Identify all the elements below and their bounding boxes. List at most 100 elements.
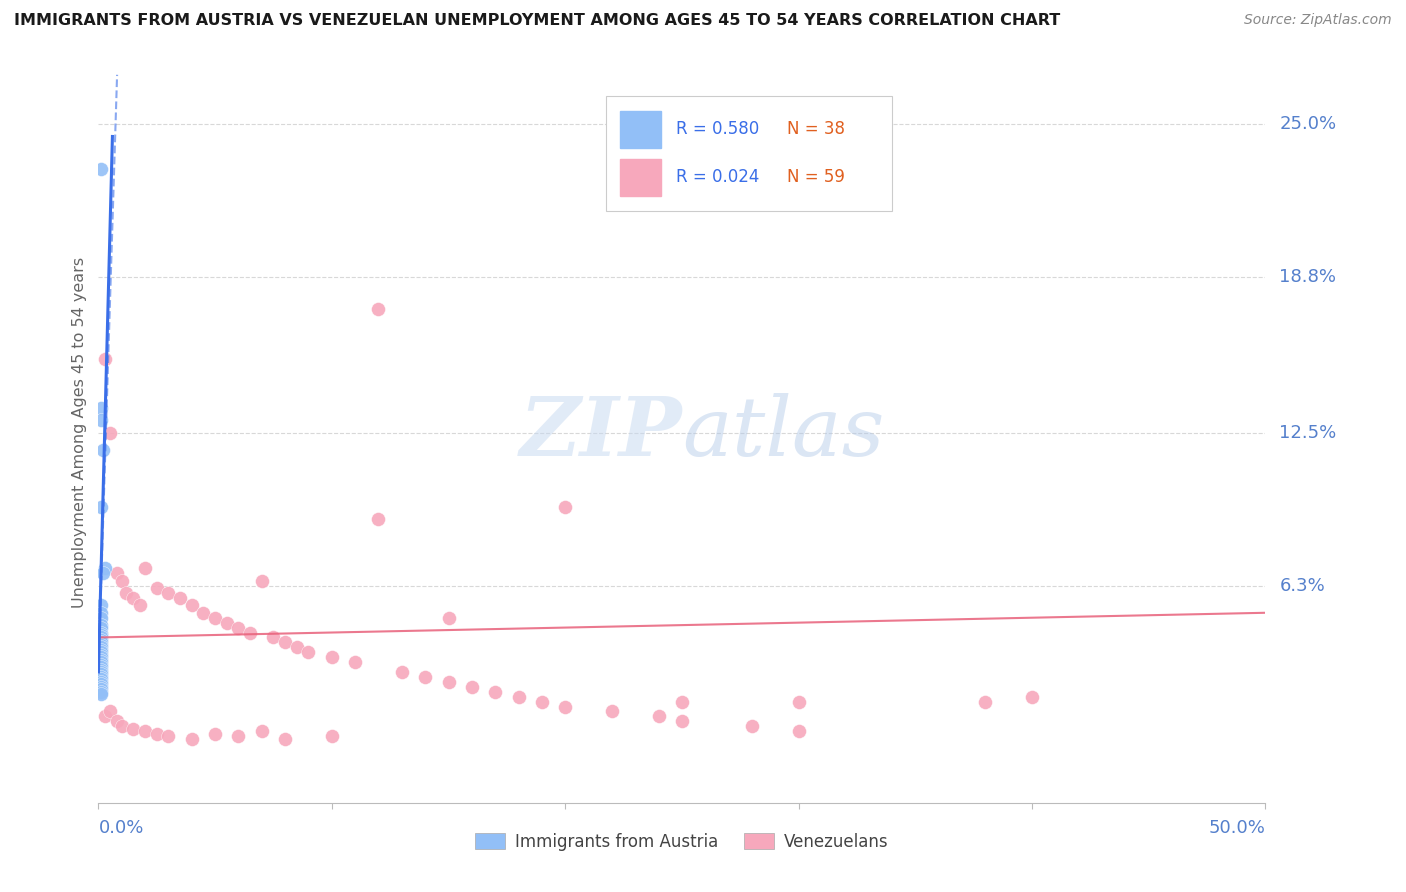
Point (90, 660, 112, 674)
Point (1021, 690, 1043, 704)
Point (90, 667, 112, 681)
Point (461, 680, 484, 694)
Point (91, 442, 114, 457)
Legend: Immigrants from Austria, Venezuelans: Immigrants from Austria, Venezuelans (468, 826, 896, 857)
Point (111, 574, 134, 588)
Point (321, 729, 343, 743)
Point (94, 561, 117, 575)
Text: 0.0%: 0.0% (98, 820, 143, 838)
Point (204, 727, 226, 741)
Text: Source: ZipAtlas.com: Source: ZipAtlas.com (1244, 13, 1392, 28)
Point (274, 635, 297, 649)
Point (391, 665, 413, 679)
Point (157, 729, 180, 743)
Point (90, 677, 112, 691)
Point (554, 500, 576, 514)
Point (90, 621, 112, 635)
Point (437, 611, 460, 625)
Point (554, 699, 576, 714)
FancyBboxPatch shape (606, 95, 891, 211)
Point (105, 566, 128, 581)
Point (90, 618, 112, 632)
Point (974, 695, 997, 709)
Point (741, 719, 763, 733)
Point (105, 714, 128, 729)
Point (90, 685, 112, 699)
Point (193, 606, 215, 620)
Point (90, 628, 112, 642)
Point (157, 586, 180, 600)
Point (228, 621, 250, 635)
Point (787, 695, 810, 709)
Point (180, 731, 202, 746)
Text: 25.0%: 25.0% (1279, 115, 1337, 133)
Point (90, 632, 112, 647)
Point (90, 653, 112, 667)
Point (90, 655, 112, 669)
Point (90, 648, 112, 662)
Text: N = 59: N = 59 (787, 169, 845, 186)
Text: 50.0%: 50.0% (1209, 820, 1265, 838)
Point (90, 670, 112, 684)
Point (122, 591, 145, 605)
Point (94, 351, 117, 366)
Point (90, 650, 112, 665)
Point (647, 709, 669, 723)
Text: 6.3%: 6.3% (1279, 576, 1324, 595)
Text: R = 0.024: R = 0.024 (676, 169, 759, 186)
Point (90, 642, 112, 657)
Point (239, 625, 262, 640)
Point (90, 663, 112, 677)
Point (413, 670, 436, 684)
Point (600, 705, 623, 719)
Point (437, 674, 460, 689)
Point (169, 591, 191, 605)
Point (262, 631, 284, 645)
Point (134, 561, 156, 575)
Text: R = 0.580: R = 0.580 (676, 120, 759, 138)
Point (134, 724, 156, 739)
Point (228, 729, 250, 743)
Point (367, 512, 389, 526)
Point (321, 650, 343, 665)
Point (90, 674, 112, 689)
Point (180, 599, 202, 613)
Point (215, 615, 238, 630)
Text: 12.5%: 12.5% (1279, 424, 1337, 442)
Point (204, 611, 226, 625)
Point (367, 302, 389, 317)
Y-axis label: Unemployment Among Ages 45 to 54 years: Unemployment Among Ages 45 to 54 years (72, 257, 87, 608)
Point (90, 631, 112, 645)
Point (90, 161, 112, 176)
Text: IMMIGRANTS FROM AUSTRIA VS VENEZUELAN UNEMPLOYMENT AMONG AGES 45 TO 54 YEARS COR: IMMIGRANTS FROM AUSTRIA VS VENEZUELAN UN… (14, 13, 1060, 29)
Text: atlas: atlas (682, 392, 884, 473)
Point (90, 413, 112, 427)
Text: ZIP: ZIP (519, 392, 682, 473)
Point (98, 705, 121, 719)
Point (91, 566, 114, 581)
Point (90, 599, 112, 613)
Point (90, 680, 112, 694)
Point (122, 722, 145, 736)
Point (90, 606, 112, 620)
Point (90, 665, 112, 679)
Point (787, 724, 810, 739)
Point (671, 714, 693, 729)
Point (344, 655, 367, 669)
Point (90, 657, 112, 672)
Point (250, 574, 273, 588)
Point (90, 401, 112, 415)
Point (90, 673, 112, 687)
Point (508, 690, 530, 704)
Point (90, 611, 112, 625)
Point (250, 724, 273, 739)
Point (90, 638, 112, 652)
Bar (620, 111, 661, 147)
Point (90, 687, 112, 701)
Point (90, 635, 112, 649)
Point (98, 425, 121, 440)
Text: 18.8%: 18.8% (1279, 268, 1336, 286)
Point (285, 640, 308, 655)
Point (115, 586, 138, 600)
Point (90, 640, 112, 655)
